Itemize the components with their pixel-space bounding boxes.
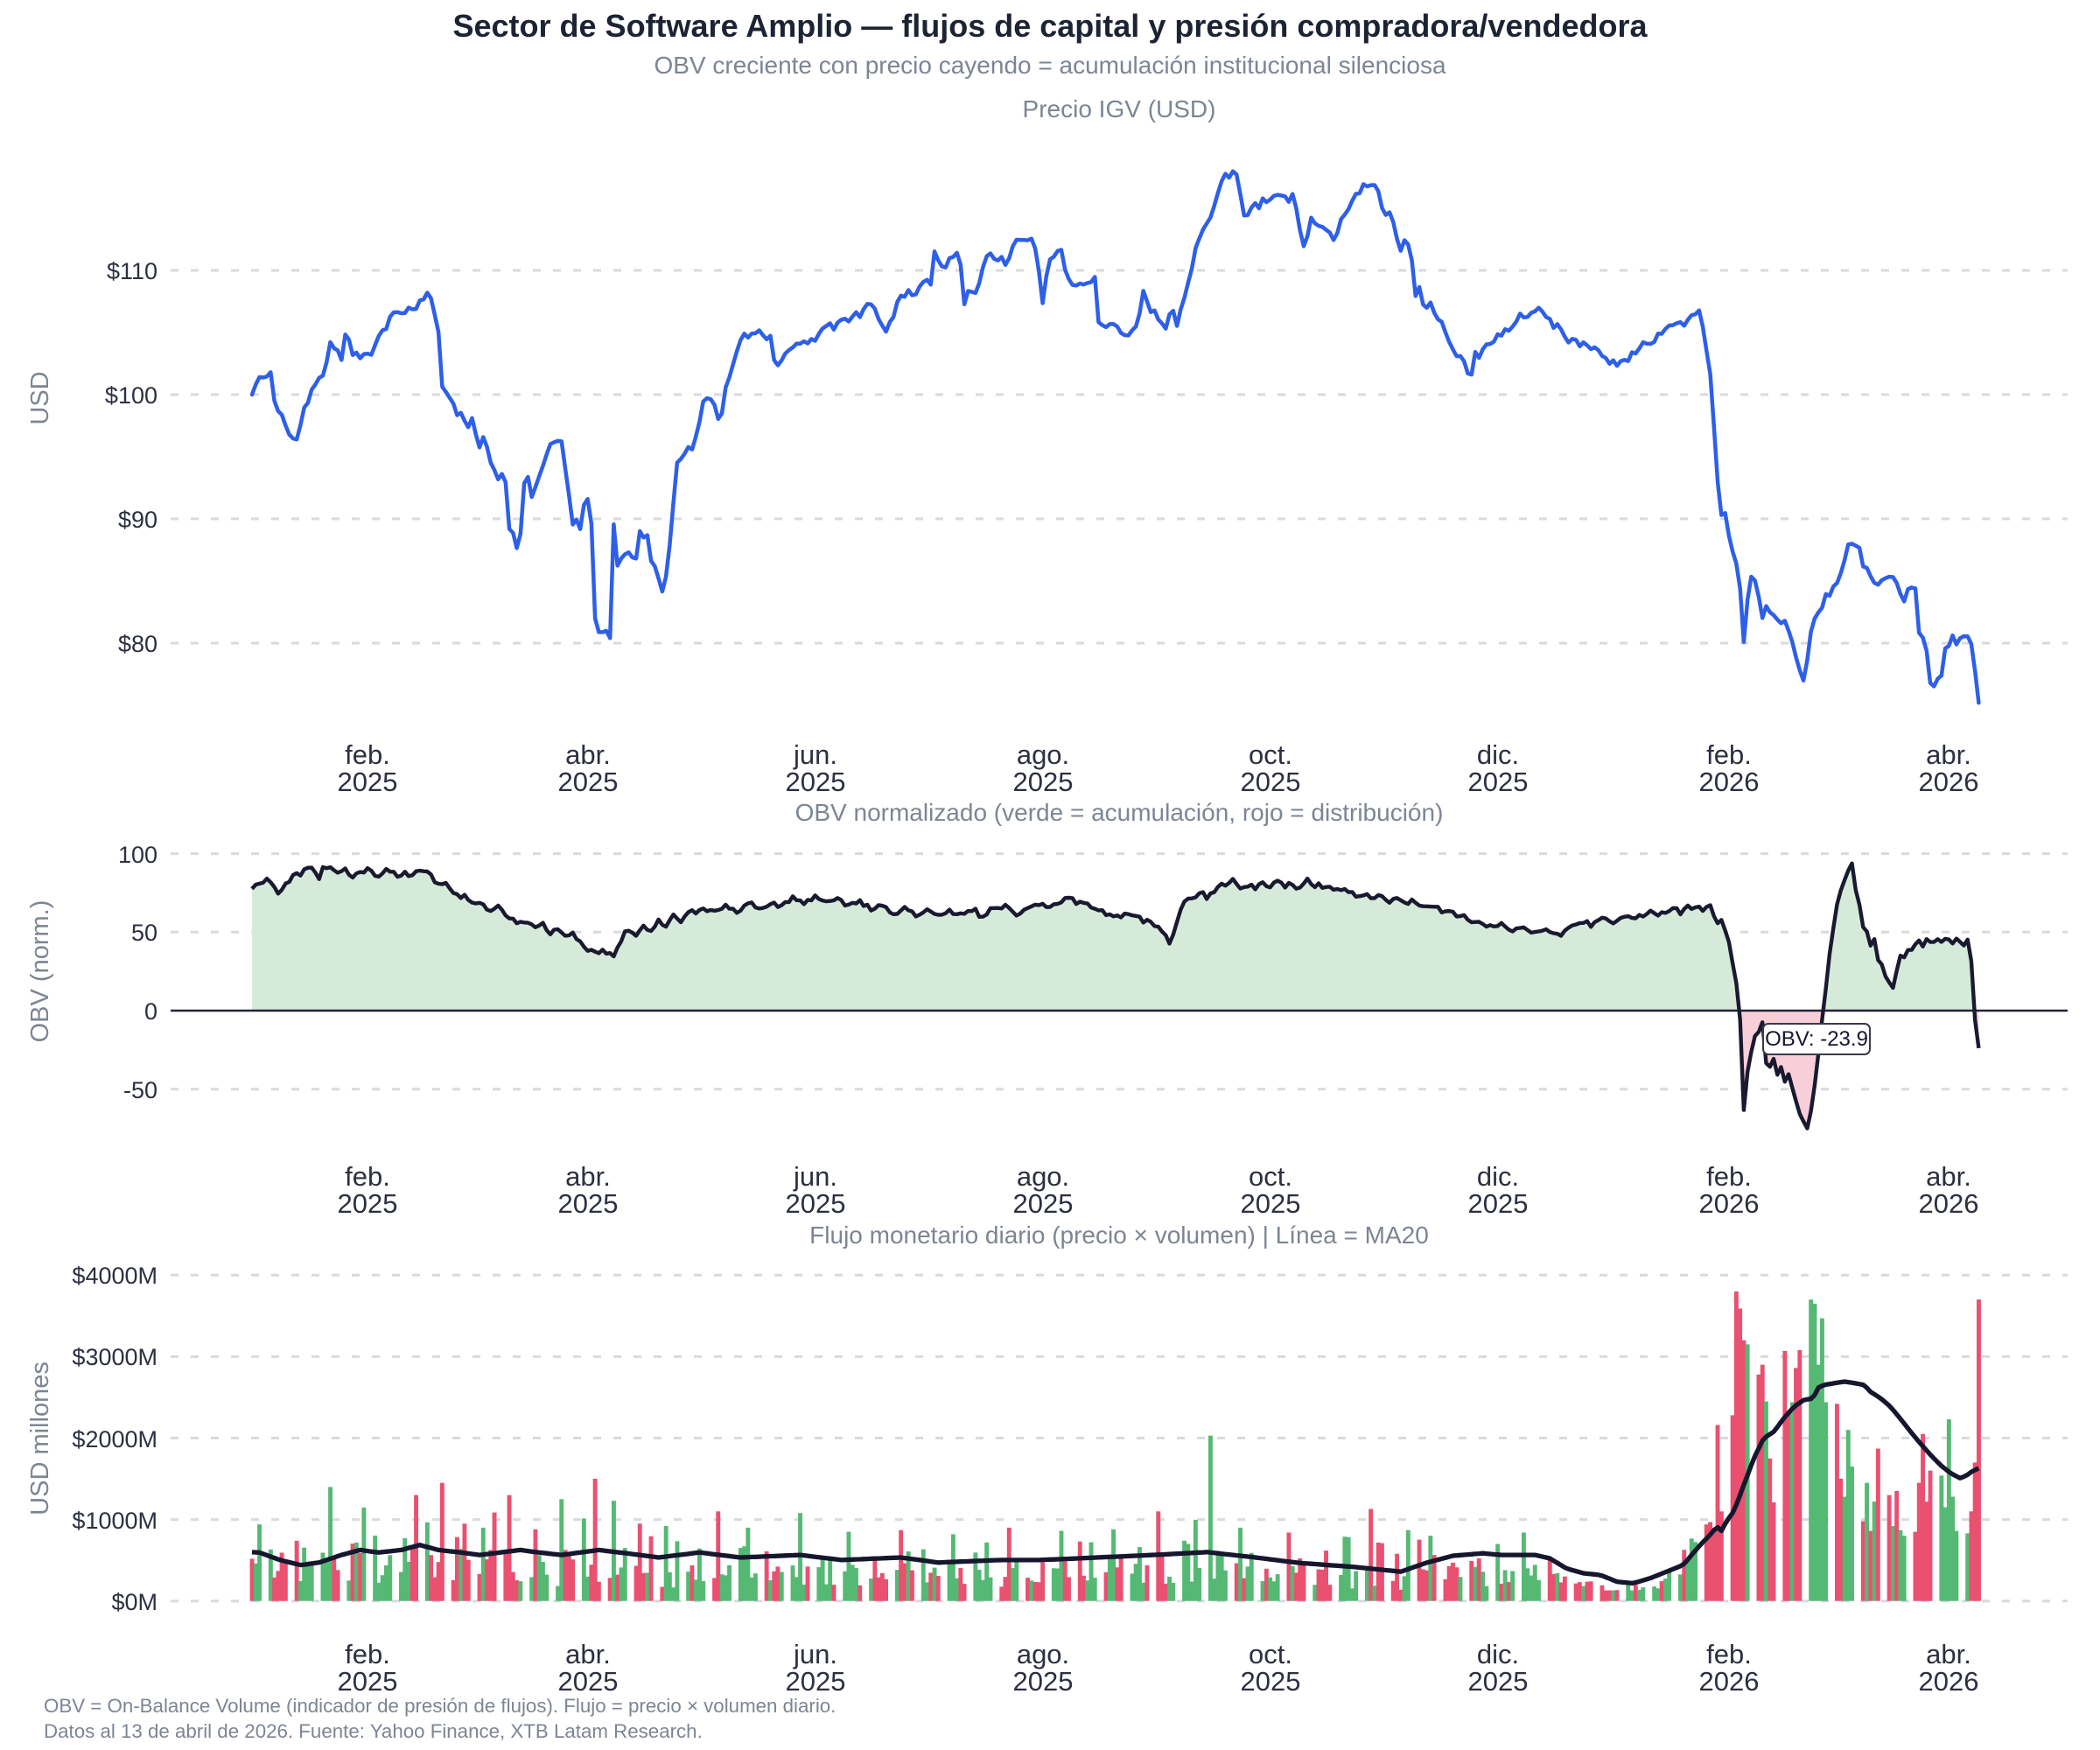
svg-text:2026: 2026 bbox=[1919, 766, 1979, 797]
svg-text:feb.: feb. bbox=[345, 1161, 390, 1192]
svg-text:USD: USD bbox=[26, 371, 54, 424]
svg-text:2025: 2025 bbox=[338, 766, 398, 797]
svg-text:USD millones: USD millones bbox=[26, 1362, 54, 1516]
svg-text:2025: 2025 bbox=[558, 766, 619, 797]
svg-text:2025: 2025 bbox=[1241, 766, 1301, 797]
svg-text:ago.: ago. bbox=[1017, 1639, 1069, 1670]
svg-text:dic.: dic. bbox=[1477, 1639, 1519, 1670]
svg-text:2025: 2025 bbox=[1013, 1188, 1074, 1219]
svg-text:OBV creciente con precio cayen: OBV creciente con precio cayendo = acumu… bbox=[654, 52, 1446, 79]
svg-text:2026: 2026 bbox=[1919, 1666, 1979, 1697]
svg-text:jun.: jun. bbox=[793, 739, 837, 770]
svg-text:OBV (norm.): OBV (norm.) bbox=[26, 900, 54, 1043]
svg-text:ago.: ago. bbox=[1017, 739, 1069, 770]
svg-text:-50: -50 bbox=[123, 1077, 158, 1103]
svg-text:2025: 2025 bbox=[786, 1188, 846, 1219]
svg-text:OBV: -23.9: OBV: -23.9 bbox=[1765, 1027, 1868, 1051]
svg-text:$80: $80 bbox=[118, 631, 158, 657]
svg-text:abr.: abr. bbox=[565, 1161, 611, 1192]
svg-text:feb.: feb. bbox=[1706, 1639, 1752, 1670]
svg-text:2026: 2026 bbox=[1699, 1188, 1760, 1219]
svg-text:jun.: jun. bbox=[793, 1161, 837, 1192]
svg-text:feb.: feb. bbox=[1706, 739, 1752, 770]
svg-text:2025: 2025 bbox=[558, 1188, 619, 1219]
svg-text:2025: 2025 bbox=[338, 1188, 398, 1219]
svg-text:oct.: oct. bbox=[1249, 739, 1292, 770]
svg-text:2026: 2026 bbox=[1699, 766, 1760, 797]
svg-text:2025: 2025 bbox=[1468, 1666, 1529, 1697]
svg-text:Flujo monetario diario (precio: Flujo monetario diario (precio × volumen… bbox=[809, 1222, 1429, 1249]
svg-text:abr.: abr. bbox=[1926, 1639, 1971, 1670]
svg-text:dic.: dic. bbox=[1477, 1161, 1519, 1192]
svg-text:2025: 2025 bbox=[1241, 1666, 1301, 1697]
svg-text:2026: 2026 bbox=[1919, 1188, 1979, 1219]
svg-text:$4000M: $4000M bbox=[72, 1263, 158, 1289]
svg-text:$90: $90 bbox=[118, 507, 158, 533]
svg-text:feb.: feb. bbox=[1706, 1161, 1752, 1192]
svg-text:Datos al 13 de abril de 2026.: Datos al 13 de abril de 2026. Fuente: Ya… bbox=[44, 1720, 703, 1742]
svg-text:feb.: feb. bbox=[345, 1639, 390, 1670]
svg-text:2025: 2025 bbox=[1468, 766, 1529, 797]
svg-text:abr.: abr. bbox=[1926, 739, 1971, 770]
svg-text:$3000M: $3000M bbox=[72, 1344, 158, 1370]
svg-text:2025: 2025 bbox=[1241, 1188, 1301, 1219]
svg-text:$100: $100 bbox=[105, 382, 158, 409]
svg-text:2026: 2026 bbox=[1699, 1666, 1760, 1697]
svg-text:2025: 2025 bbox=[1013, 1666, 1074, 1697]
svg-text:oct.: oct. bbox=[1249, 1161, 1292, 1192]
svg-text:$110: $110 bbox=[107, 258, 158, 284]
svg-text:2025: 2025 bbox=[786, 766, 846, 797]
svg-text:feb.: feb. bbox=[345, 739, 390, 770]
svg-text:OBV = On-Balance Volume (indic: OBV = On-Balance Volume (indicador de pr… bbox=[44, 1695, 836, 1717]
svg-text:ago.: ago. bbox=[1017, 1161, 1069, 1192]
svg-text:abr.: abr. bbox=[565, 1639, 611, 1670]
svg-text:abr.: abr. bbox=[1926, 1161, 1971, 1192]
svg-text:2025: 2025 bbox=[558, 1666, 619, 1697]
svg-text:jun.: jun. bbox=[793, 1639, 837, 1670]
svg-text:$2000M: $2000M bbox=[72, 1426, 158, 1452]
svg-text:0: 0 bbox=[144, 998, 158, 1025]
svg-text:dic.: dic. bbox=[1477, 739, 1519, 770]
svg-text:100: 100 bbox=[118, 842, 158, 868]
svg-text:$0M: $0M bbox=[111, 1589, 158, 1615]
svg-text:2025: 2025 bbox=[1013, 766, 1074, 797]
svg-text:2025: 2025 bbox=[786, 1666, 846, 1697]
svg-text:2025: 2025 bbox=[338, 1666, 398, 1697]
svg-text:oct.: oct. bbox=[1249, 1639, 1292, 1670]
svg-text:$1000M: $1000M bbox=[72, 1508, 158, 1534]
svg-text:OBV normalizado (verde = acumu: OBV normalizado (verde = acumulación, ro… bbox=[795, 799, 1444, 826]
svg-text:2025: 2025 bbox=[1468, 1188, 1529, 1219]
svg-text:Sector de Software Amplio — fl: Sector de Software Amplio — flujos de ca… bbox=[453, 8, 1648, 44]
svg-text:abr.: abr. bbox=[565, 739, 611, 770]
svg-text:50: 50 bbox=[131, 920, 158, 946]
svg-text:Precio IGV (USD): Precio IGV (USD) bbox=[1023, 95, 1216, 122]
